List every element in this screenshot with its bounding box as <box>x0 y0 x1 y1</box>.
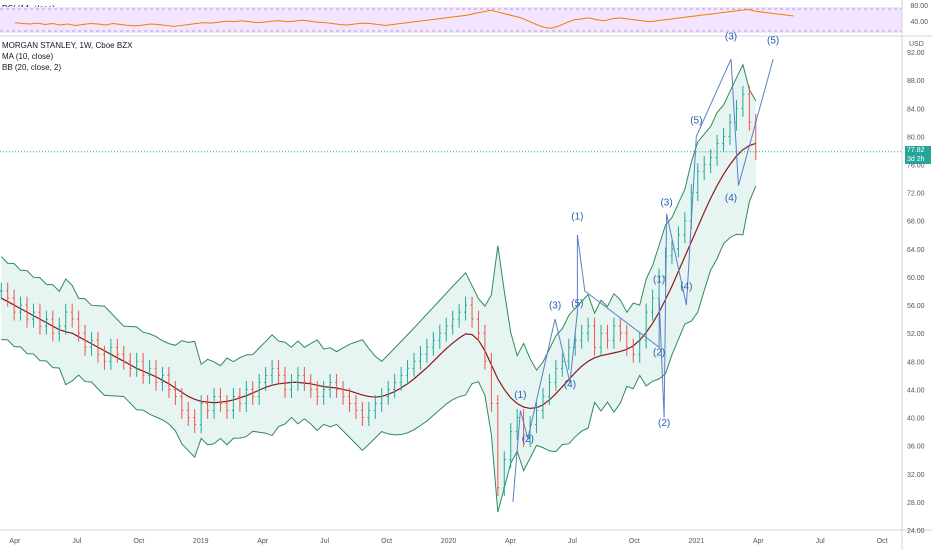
wave-label: (2) <box>653 348 665 359</box>
elliott-wave-path <box>512 58 774 502</box>
y-tick-label: 60.00 <box>907 275 925 282</box>
y-tick-label: 88.00 <box>907 78 925 85</box>
rsi-tick-80: 80.00 <box>910 3 928 10</box>
x-tick-label: Jul <box>72 538 81 545</box>
current-price-badge: 77.82 3d 2h <box>905 146 931 164</box>
wave-label: (3) <box>549 301 561 312</box>
y-tick-label: 48.00 <box>907 359 925 366</box>
y-tick-label: 64.00 <box>907 247 925 254</box>
x-tick-label: Jul <box>320 538 329 545</box>
bar-time-remaining: 3d 2h <box>907 156 925 163</box>
y-tick-label: 28.00 <box>907 500 925 507</box>
bb-lower <box>1 185 757 513</box>
y-tick-label: 40.00 <box>907 416 925 423</box>
wave-label: (2) <box>522 434 534 445</box>
wave-label: (1) <box>571 211 583 222</box>
rsi-band <box>0 7 902 33</box>
wave-label: (4) <box>725 193 737 204</box>
y-tick-label: 56.00 <box>907 303 925 310</box>
currency-label: USD <box>909 41 924 48</box>
x-tick-label: Apr <box>257 538 269 545</box>
current-price: 77.82 <box>907 147 925 154</box>
wave-label: (4) <box>680 282 692 293</box>
y-tick-label: 92.00 <box>907 50 925 57</box>
wave-label: (5) <box>571 298 583 309</box>
x-tick-label: Oct <box>877 538 888 545</box>
rsi-line <box>14 8 794 29</box>
y-tick-label: 32.00 <box>907 472 925 479</box>
x-tick-label: 2019 <box>193 538 209 545</box>
ma-line <box>0 142 756 410</box>
y-tick-label: 68.00 <box>907 219 925 226</box>
wave-label: (1) <box>514 390 526 401</box>
y-tick-label: 36.00 <box>907 444 925 451</box>
symbol-title: MORGAN STANLEY, 1W, Cboe BZX <box>2 41 133 50</box>
x-tick-label: Oct <box>133 538 144 545</box>
x-tick-label: 2020 <box>441 538 457 545</box>
y-tick-label: 72.00 <box>907 191 925 198</box>
rsi-tick-40: 40.00 <box>910 19 928 26</box>
ma-legend: MA (10, close) <box>2 52 54 61</box>
x-tick-label: 2021 <box>689 538 705 545</box>
x-tick-label: Oct <box>381 538 392 545</box>
x-tick-label: Apr <box>9 538 21 545</box>
y-tick-label: 24.00 <box>907 528 925 535</box>
wave-label: (4) <box>564 379 576 390</box>
y-tick-label: 80.00 <box>907 134 925 141</box>
x-tick-label: Apr <box>505 538 517 545</box>
bb-upper <box>0 63 757 371</box>
wave-label: (5) <box>690 116 702 127</box>
y-tick-label: 84.00 <box>907 106 925 113</box>
y-tick-label: 52.00 <box>907 331 925 338</box>
wave-label: (1) <box>653 275 665 286</box>
x-tick-label: Jul <box>816 538 825 545</box>
wave-label: (3) <box>660 197 672 208</box>
bb-fill <box>1 64 756 513</box>
bb-legend: BB (20, close, 2) <box>2 63 62 72</box>
wave-label: (2) <box>658 418 670 429</box>
y-tick-label: 76.00 <box>907 163 925 170</box>
x-tick-label: Oct <box>629 538 640 545</box>
wave-label: (3) <box>725 31 737 42</box>
wave-label: (5) <box>767 36 779 47</box>
x-tick-label: Apr <box>753 538 765 545</box>
y-tick-label: 44.00 <box>907 387 925 394</box>
x-tick-label: Jul <box>568 538 577 545</box>
